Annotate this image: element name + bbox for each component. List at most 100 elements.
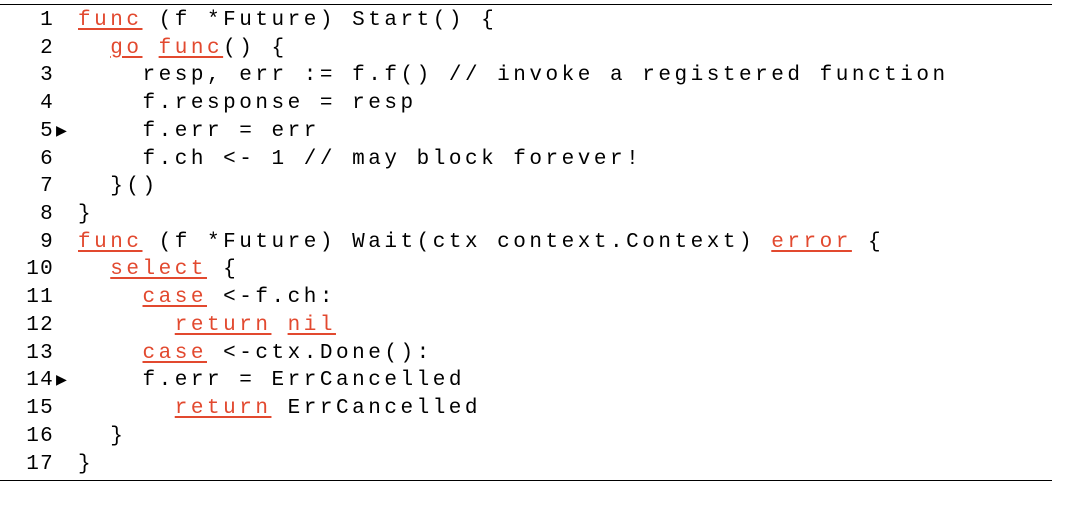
- line-marker: [56, 398, 78, 422]
- code-line: 11 case <-f.ch:: [0, 284, 1052, 312]
- text-token: ErrCancelled: [271, 397, 481, 420]
- code-line: 15 return ErrCancelled: [0, 395, 1052, 423]
- keyword-token: error: [771, 231, 852, 254]
- line-number: 8: [0, 201, 56, 229]
- keyword-token: case: [143, 286, 208, 309]
- code-line: 4 f.response = resp: [0, 90, 1052, 118]
- keyword-token: func: [78, 231, 143, 254]
- code-content: f.ch <- 1 // may block forever!: [78, 146, 642, 174]
- line-number: 15: [0, 395, 56, 423]
- code-line: 17 }: [0, 451, 1052, 479]
- line-marker: [56, 65, 78, 89]
- keyword-token: go: [110, 37, 142, 60]
- code-content: func (f *Future) Wait(ctx context.Contex…: [78, 229, 884, 257]
- text-token: f.response = resp: [143, 92, 417, 115]
- line-number: 16: [0, 423, 56, 451]
- code-line: 14▶ f.err = ErrCancelled: [0, 367, 1052, 395]
- text-token: (f *Future) Wait(ctx context.Context): [143, 231, 772, 254]
- text-token: <-ctx.Done():: [207, 342, 433, 365]
- code-content: }: [78, 451, 94, 479]
- keyword-token: nil: [288, 314, 336, 337]
- code-content: go func() {: [78, 35, 288, 63]
- line-number: 14: [0, 367, 56, 395]
- code-content: case <-ctx.Done():: [78, 340, 433, 368]
- line-number: 7: [0, 173, 56, 201]
- code-line: 8 }: [0, 201, 1052, 229]
- code-line: 7 }(): [0, 173, 1052, 201]
- line-number: 4: [0, 90, 56, 118]
- code-content: f.response = resp: [78, 90, 417, 118]
- line-marker: [56, 454, 78, 478]
- code-content: }(): [78, 173, 159, 201]
- line-number: 11: [0, 284, 56, 312]
- code-content: select {: [78, 256, 239, 284]
- text-token: <-f.ch:: [207, 286, 336, 309]
- line-marker: ▶: [56, 370, 78, 394]
- code-line: 6 f.ch <- 1 // may block forever!: [0, 146, 1052, 174]
- text-token: [271, 314, 287, 337]
- line-number: 12: [0, 312, 56, 340]
- line-marker: [56, 426, 78, 450]
- text-token: [143, 37, 159, 60]
- code-line: 3 resp, err := f.f() // invoke a registe…: [0, 62, 1052, 90]
- text-token: f.ch <- 1 // may block forever!: [143, 148, 643, 171]
- code-line: 12 return nil: [0, 312, 1052, 340]
- line-number: 10: [0, 256, 56, 284]
- text-token: f.err = ErrCancelled: [143, 369, 465, 392]
- code-line: 5▶ f.err = err: [0, 118, 1052, 146]
- line-marker: [56, 287, 78, 311]
- code-content: resp, err := f.f() // invoke a registere…: [78, 62, 949, 90]
- text-token: (f *Future) Start() {: [143, 9, 498, 32]
- text-token: f.err = err: [143, 120, 320, 143]
- code-content: }: [78, 423, 126, 451]
- line-marker: ▶: [56, 121, 78, 145]
- code-line: 9 func (f *Future) Wait(ctx context.Cont…: [0, 229, 1052, 257]
- line-marker: [56, 93, 78, 117]
- line-marker: [56, 10, 78, 34]
- code-line: 2 go func() {: [0, 35, 1052, 63]
- code-line: 16 }: [0, 423, 1052, 451]
- keyword-token: return: [175, 314, 272, 337]
- line-marker: [56, 232, 78, 256]
- code-content: f.err = ErrCancelled: [78, 367, 465, 395]
- line-marker: [56, 343, 78, 367]
- code-line: 13 case <-ctx.Done():: [0, 340, 1052, 368]
- line-number: 17: [0, 451, 56, 479]
- line-number: 6: [0, 146, 56, 174]
- code-line: 1 func (f *Future) Start() {: [0, 7, 1052, 35]
- bottom-rule: [0, 480, 1052, 481]
- code-line: 10 select {: [0, 256, 1052, 284]
- code-content: func (f *Future) Start() {: [78, 7, 497, 35]
- line-number: 2: [0, 35, 56, 63]
- line-number: 9: [0, 229, 56, 257]
- text-token: }: [110, 425, 126, 448]
- code-listing: 1 func (f *Future) Start() {2 go func() …: [0, 0, 1060, 485]
- code-block: 1 func (f *Future) Start() {2 go func() …: [0, 5, 1052, 480]
- text-token: }(): [110, 175, 158, 198]
- line-marker: [56, 204, 78, 228]
- line-marker: [56, 259, 78, 283]
- text-token: }: [78, 203, 94, 226]
- text-token: resp, err := f.f() // invoke a registere…: [143, 64, 949, 87]
- keyword-token: return: [175, 397, 272, 420]
- line-number: 5: [0, 118, 56, 146]
- text-token: () {: [223, 37, 288, 60]
- line-marker: [56, 176, 78, 200]
- line-marker: [56, 38, 78, 62]
- code-content: f.err = err: [78, 118, 320, 146]
- code-content: return ErrCancelled: [78, 395, 481, 423]
- line-number: 3: [0, 62, 56, 90]
- keyword-token: select: [110, 258, 207, 281]
- text-token: {: [207, 258, 239, 281]
- code-content: case <-f.ch:: [78, 284, 336, 312]
- keyword-token: case: [143, 342, 208, 365]
- text-token: }: [78, 453, 94, 476]
- code-content: }: [78, 201, 94, 229]
- code-content: return nil: [78, 312, 336, 340]
- keyword-token: func: [78, 9, 143, 32]
- line-number: 1: [0, 7, 56, 35]
- line-marker: [56, 149, 78, 173]
- line-marker: [56, 315, 78, 339]
- keyword-token: func: [159, 37, 224, 60]
- line-number: 13: [0, 340, 56, 368]
